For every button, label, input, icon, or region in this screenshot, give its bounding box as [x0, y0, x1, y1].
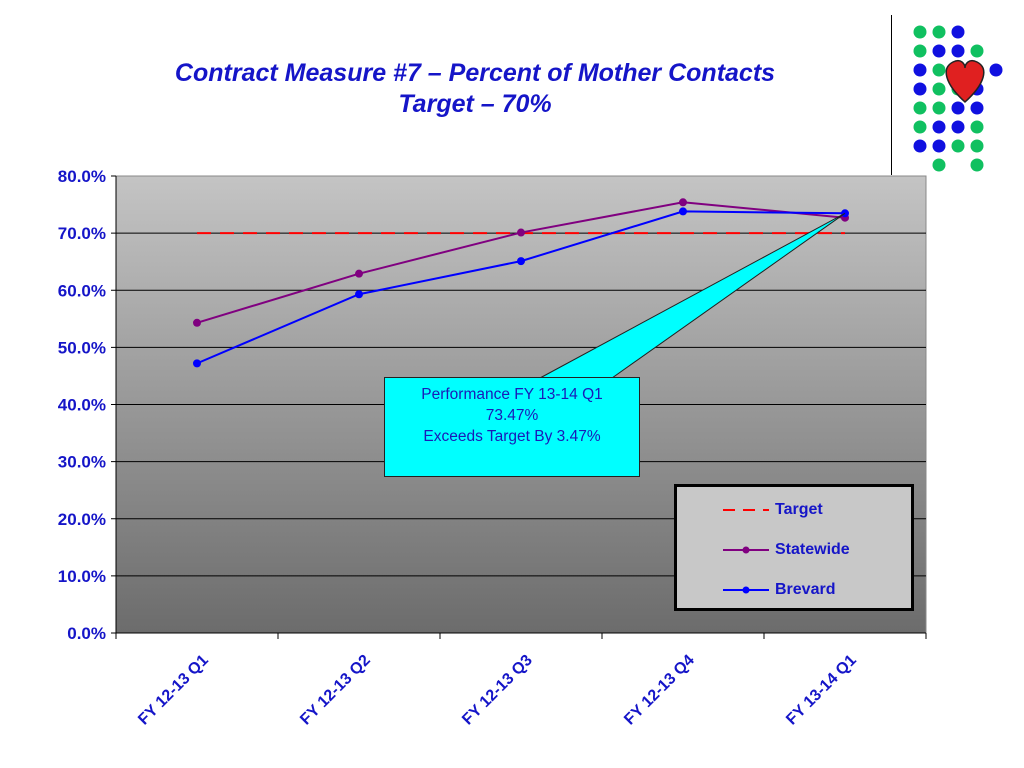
- chart-title-line2: Target – 70%: [398, 90, 552, 118]
- logo-dot: [951, 44, 965, 58]
- logo-dot: [932, 82, 946, 96]
- chart-title-line1: Contract Measure #7 – Percent of Mother …: [174, 59, 776, 87]
- logo-dot: [913, 139, 927, 153]
- data-point-brevard: [355, 290, 363, 299]
- logo-dot: [970, 44, 984, 58]
- y-tick-label: 10.0%: [58, 567, 106, 586]
- x-tick-label: FY 12-13 Q3: [459, 652, 536, 729]
- logo-dot: [989, 63, 1003, 77]
- callout-line3: Exceeds Target By 3.47%: [423, 428, 601, 445]
- legend-swatch-brevard: [723, 586, 769, 594]
- legend-item-statewide: Statewide: [723, 538, 850, 562]
- chart-title: Contract Measure #7 – Percent of Mother …: [100, 58, 850, 120]
- logo-dot: [951, 120, 965, 134]
- y-tick-label: 20.0%: [58, 510, 106, 529]
- y-tick-label: 30.0%: [58, 453, 106, 472]
- y-tick-label: 40.0%: [58, 396, 106, 415]
- logo-dot: [913, 82, 927, 96]
- logo-dot: [932, 120, 946, 134]
- logo-dot: [970, 139, 984, 153]
- data-point-brevard: [517, 257, 525, 266]
- heart-icon: [945, 59, 985, 104]
- data-point-brevard: [679, 207, 687, 216]
- data-point-statewide: [355, 269, 363, 278]
- logo-dot: [932, 63, 946, 77]
- y-tick-label: 50.0%: [58, 338, 106, 357]
- logo-dot: [951, 101, 965, 115]
- legend-label-brevard: Brevard: [775, 581, 836, 598]
- y-tick-label: 70.0%: [58, 224, 106, 243]
- y-tick-label: 0.0%: [67, 624, 106, 643]
- y-tick-label: 80.0%: [58, 167, 106, 186]
- logo-dot: [913, 120, 927, 134]
- data-point-statewide: [517, 228, 525, 237]
- legend-swatch-target: [723, 509, 769, 511]
- performance-callout: Performance FY 13-14 Q1 73.47% Exceeds T…: [384, 377, 640, 477]
- data-point-brevard: [193, 359, 201, 368]
- callout-line1: Performance FY 13-14 Q1: [421, 386, 603, 403]
- legend-swatch-statewide: [723, 546, 769, 554]
- data-point-statewide: [193, 318, 201, 327]
- logo-dot: [932, 101, 946, 115]
- callout-line2: 73.47%: [485, 407, 539, 424]
- legend-label-target: Target: [775, 501, 823, 518]
- x-tick-label: FY 12-13 Q1: [135, 652, 212, 729]
- logo-dot: [970, 120, 984, 134]
- logo-dot: [913, 101, 927, 115]
- logo-dot: [951, 139, 965, 153]
- divider-line: [891, 15, 892, 175]
- logo-dot: [913, 25, 927, 39]
- data-point-statewide: [679, 198, 687, 207]
- legend-item-target: Target: [723, 498, 823, 522]
- logo-dot: [932, 44, 946, 58]
- logo-dot: [970, 101, 984, 115]
- logo-dot: [970, 158, 984, 172]
- logo-dot: [932, 25, 946, 39]
- x-tick-label: FY 12-13 Q2: [297, 652, 374, 729]
- legend-item-brevard: Brevard: [723, 578, 835, 602]
- logo-dot: [913, 44, 927, 58]
- x-tick-label: FY 12-13 Q4: [621, 652, 698, 729]
- logo-dot: [932, 139, 946, 153]
- heart-dots-logo: [913, 25, 1003, 172]
- chart-legend: Target Statewide Brevard: [674, 484, 914, 611]
- legend-label-statewide: Statewide: [775, 541, 850, 558]
- y-tick-label: 60.0%: [58, 281, 106, 300]
- logo-dot: [932, 158, 946, 172]
- logo-dot: [951, 25, 965, 39]
- x-tick-label: FY 13-14 Q1: [783, 652, 860, 729]
- logo-dot: [913, 63, 927, 77]
